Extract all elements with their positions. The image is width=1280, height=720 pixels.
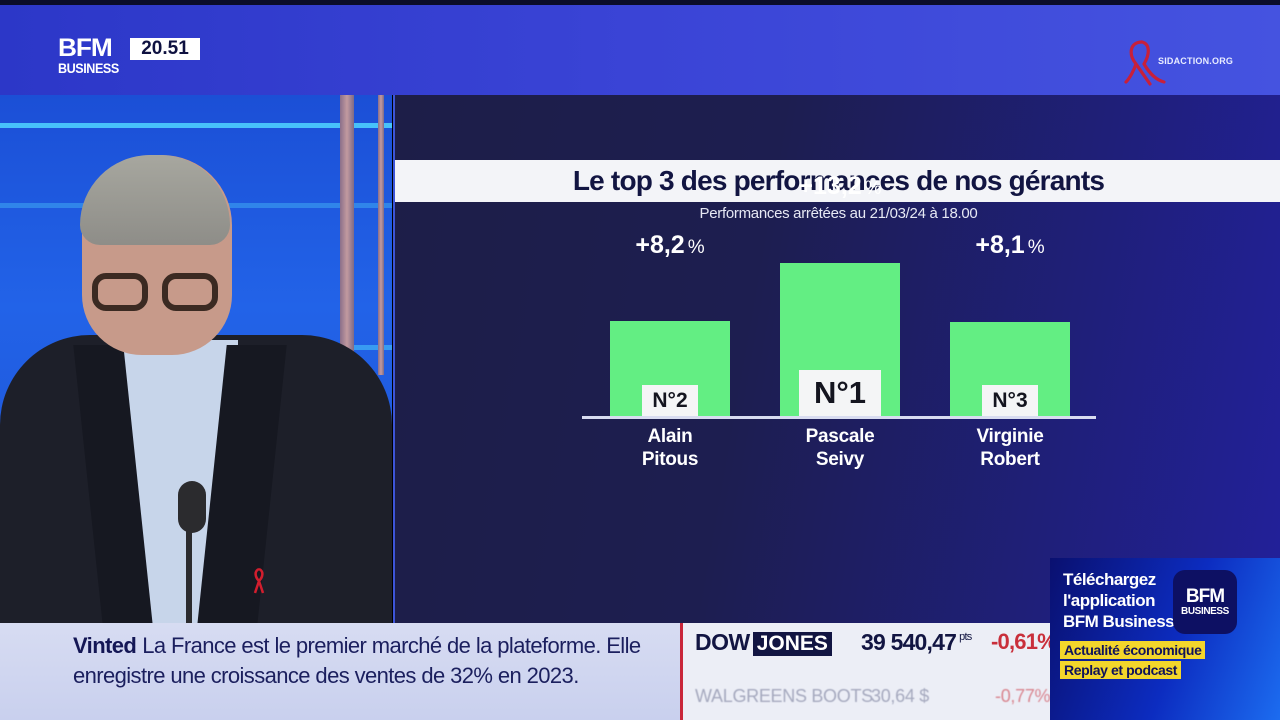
- manager-name: Virginie Robert: [976, 426, 1044, 470]
- manager-name: Alain Pitous: [641, 426, 699, 470]
- bfm-business-logo: BFM BUSINESS: [58, 36, 126, 80]
- chart-baseline: [582, 416, 1096, 419]
- red-ribbon-pin-icon: [253, 567, 265, 594]
- bar: N°2: [610, 321, 730, 416]
- market-ticker: DOW JONES 39 540,47 pts -0,61% WALGREENS B…: [683, 623, 1057, 720]
- clock: 20.51: [130, 38, 200, 60]
- ticker-brand: Vinted: [73, 633, 137, 658]
- bar-value: +8,1%: [975, 231, 1045, 259]
- promo-text: Téléchargez l'application BFM Business: [1063, 570, 1175, 631]
- index-name: DOW JONES: [695, 629, 832, 656]
- ticker-headline: Vinted La France est le premier marché de…: [73, 631, 673, 691]
- sidaction-badge: SIDACTION.ORG: [1120, 38, 1233, 90]
- bar-column: +8,1% N°3: [950, 231, 1070, 416]
- logo-text-business: BUSINESS: [58, 60, 119, 76]
- set-pillar: [340, 95, 354, 375]
- presenter-glasses: [88, 273, 223, 313]
- promo-tag: Replay et podcast: [1060, 661, 1182, 679]
- bar: N°3: [950, 322, 1070, 416]
- sidaction-label: SIDACTION.ORG: [1158, 56, 1234, 66]
- bar-value: +13,2%: [798, 172, 882, 200]
- performance-graphic: Le top 3 des performances de nos gérants…: [393, 95, 1280, 625]
- presenter-hair: [80, 155, 230, 245]
- bar: N°1: [780, 263, 900, 416]
- top-banner: BFM BUSINESS 20.51 SIDACTION.ORG: [0, 0, 1280, 95]
- presenter-video: [0, 95, 392, 625]
- bar-column: +8,2% N°2: [610, 231, 730, 416]
- index-points: 39 540,47 pts: [861, 629, 972, 655]
- bar-value: +8,2%: [635, 231, 705, 259]
- bfm-app-icon: BFM BUSINESS: [1173, 570, 1237, 634]
- graphic-subtitle: Performances arrêtées au 21/03/24 à 18.0…: [699, 205, 978, 222]
- graphic-title: Le top 3 des performances de nos gérants: [572, 165, 1105, 196]
- next-stock-name: WALGREENS BOOTS: [695, 686, 873, 706]
- set-light-stripe: [0, 123, 392, 128]
- microphone-stand: [186, 531, 192, 625]
- app-promo: Téléchargez l'application BFM Business B…: [1050, 558, 1280, 720]
- bar-column: +13,2% N°1: [780, 172, 900, 416]
- bar-chart: +8,2% N°2 +13,2% N°1 +8,1% N°3: [582, 172, 1096, 475]
- rank-badge: N°3: [982, 385, 1038, 416]
- manager-name: Pascale Seivy: [805, 426, 875, 470]
- microphone: [178, 481, 206, 533]
- logo-text-bfm: BFM: [58, 34, 113, 62]
- ticker-divider: [680, 623, 683, 720]
- red-ribbon-icon: [1124, 40, 1166, 86]
- next-stock-value: 30,64 $: [871, 686, 929, 706]
- next-stock-change: -0,77%: [995, 686, 1051, 706]
- index-change: -0,61%: [991, 629, 1057, 654]
- title-bar: Le top 3 des performances de nos gérants: [395, 160, 1280, 202]
- set-pillar: [378, 95, 384, 375]
- news-ticker: Vinted La France est le premier marché de…: [0, 623, 1057, 720]
- rank-badge: N°1: [799, 370, 881, 416]
- rank-badge: N°2: [642, 385, 698, 416]
- promo-tag: Actualité économique: [1060, 641, 1206, 659]
- ticker-text: La France est le premier marché de la pl…: [73, 633, 641, 688]
